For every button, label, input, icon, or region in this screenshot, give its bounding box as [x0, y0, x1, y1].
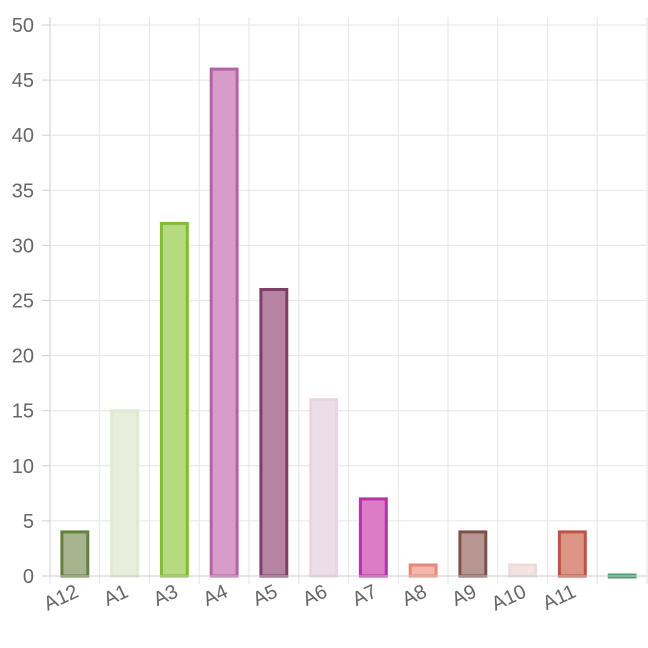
- bars: [60, 67, 637, 579]
- y-tick-label: 15: [12, 401, 34, 423]
- x-axis: A12 A1 A3 A4 A5 A6 A7 A8 A9 A10 A11: [40, 575, 647, 616]
- bar: [60, 530, 90, 578]
- bar: [110, 409, 140, 578]
- x-tick-label: A7: [349, 581, 380, 611]
- y-tick-label: 35: [12, 180, 34, 202]
- x-tick-label: A10: [488, 581, 530, 616]
- y-tick-label: 45: [12, 70, 34, 92]
- y-tick-label: 20: [12, 346, 34, 368]
- bar: [508, 563, 538, 578]
- bar: [557, 530, 587, 578]
- x-tick-label: A6: [299, 581, 330, 611]
- y-tick-label: 30: [12, 235, 34, 257]
- bar: [159, 221, 189, 578]
- y-tick-label: 5: [23, 511, 34, 533]
- y-axis: 0 5 10 15 20 25 30 35 40 45 50: [12, 15, 51, 588]
- x-tick-label: A5: [250, 581, 281, 611]
- bar: [358, 497, 388, 578]
- bar: [209, 67, 239, 578]
- y-tick-label: 10: [12, 456, 34, 478]
- x-tick-label: A12: [40, 581, 82, 616]
- bar: [259, 288, 289, 578]
- bar: [408, 563, 438, 578]
- x-tick-label: A9: [449, 581, 480, 611]
- y-tick-label: 40: [12, 125, 34, 147]
- y-tick-label: 0: [23, 566, 34, 588]
- x-tick-label: A3: [150, 581, 181, 611]
- bar: [458, 530, 488, 578]
- x-tick-label: A8: [399, 581, 430, 611]
- x-tick-label: A11: [539, 581, 579, 615]
- x-tick-label: A1: [100, 581, 131, 611]
- grid: [49, 17, 648, 584]
- x-tick-label: A4: [200, 581, 231, 611]
- y-tick-label: 25: [12, 291, 34, 313]
- bar: [309, 398, 339, 578]
- y-tick-label: 50: [12, 15, 34, 37]
